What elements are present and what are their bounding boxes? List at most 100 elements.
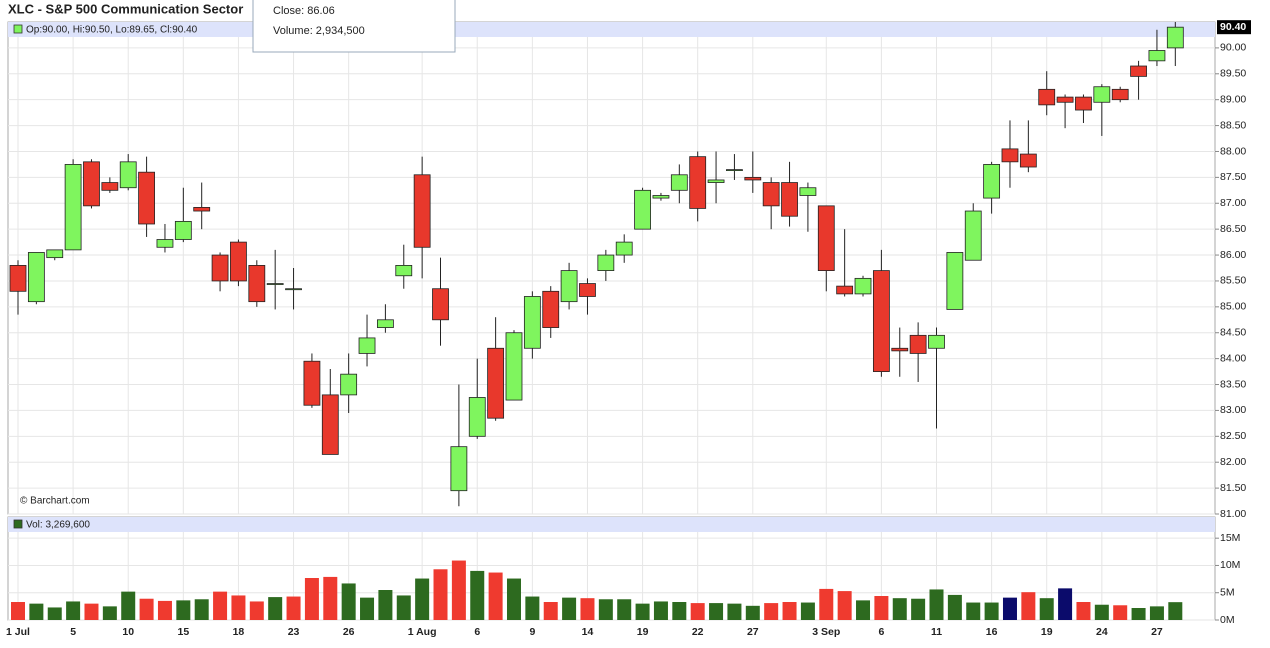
tooltip-line: Close: 86.06 <box>273 5 335 17</box>
y-tick-label: 86.00 <box>1220 249 1246 261</box>
volume-bar <box>433 569 448 620</box>
volume-bar <box>543 602 558 620</box>
volume-bar <box>378 590 393 620</box>
candle-body <box>744 176 762 181</box>
candle-body <box>211 254 229 282</box>
candle-body <box>817 205 835 271</box>
candle-body <box>726 169 743 172</box>
volume-bar <box>709 603 724 620</box>
volume-bar <box>157 600 172 620</box>
x-tick-label: 22 <box>692 626 704 638</box>
x-tick-label: 19 <box>1041 626 1053 638</box>
volume-bar <box>1113 605 1128 620</box>
tooltip <box>252 0 456 53</box>
candle-body <box>64 164 82 251</box>
volume-bar <box>1002 597 1017 620</box>
x-tick-label: 16 <box>986 626 998 638</box>
x-tick-label: 1 Aug <box>408 626 437 638</box>
x-tick-label: 10 <box>122 626 134 638</box>
volume-bar <box>176 600 191 620</box>
volume-bar <box>764 603 779 620</box>
y-tick-label: 15M <box>1220 532 1240 544</box>
y-tick-label: 88.50 <box>1220 119 1246 131</box>
candle-body <box>46 249 64 259</box>
volume-bar <box>653 601 668 620</box>
candle-body <box>450 446 468 492</box>
candle-body <box>762 182 780 207</box>
y-tick-label: 82.50 <box>1220 430 1246 442</box>
volume-bar <box>323 576 338 620</box>
candle-body <box>928 334 945 349</box>
volume-bar <box>84 603 99 620</box>
last-price-label: 90.40 <box>1220 21 1246 33</box>
volume-bar <box>892 598 907 620</box>
x-tick-label: 1 Jul <box>6 626 30 638</box>
volume-bar <box>194 599 209 620</box>
candle-body <box>560 270 578 303</box>
candle-body <box>1166 26 1184 49</box>
volume-bar <box>1021 592 1036 620</box>
volume-bar <box>1094 604 1109 620</box>
volume-bar <box>231 595 246 620</box>
x-tick-label: 27 <box>1151 626 1163 638</box>
x-tick-label: 27 <box>747 626 759 638</box>
candle-body <box>468 397 486 437</box>
x-tick-label: 6 <box>474 626 480 638</box>
candle-body <box>781 182 798 217</box>
x-tick-label: 19 <box>637 626 649 638</box>
volume-bar <box>506 578 521 620</box>
candle-body <box>119 161 137 189</box>
volume-bar <box>874 596 889 620</box>
volume-bar <box>1076 602 1091 620</box>
candle-body <box>1038 88 1056 106</box>
x-tick-label: 6 <box>878 626 884 638</box>
y-tick-label: 10M <box>1220 559 1240 571</box>
x-tick-label: 3 Sep <box>812 626 840 638</box>
volume-bar <box>213 591 228 620</box>
volume-bar <box>66 601 81 620</box>
candle-body <box>193 207 211 212</box>
volume-bar <box>635 603 650 620</box>
volume-bar <box>598 599 613 620</box>
last-price-badge <box>1217 20 1251 35</box>
candle-body <box>652 195 670 199</box>
volume-bar <box>396 595 411 620</box>
candle-body <box>872 270 890 372</box>
candle-body <box>799 187 817 196</box>
candle-body <box>174 220 192 240</box>
volume-bar <box>488 572 503 620</box>
x-tick-label: 11 <box>931 626 942 638</box>
marks <box>9 22 1184 620</box>
volume-bar <box>268 597 283 620</box>
candle-body <box>27 252 45 303</box>
candle-body <box>9 265 27 292</box>
volume-bar <box>966 602 981 620</box>
y-tick-label: 84.50 <box>1220 327 1246 339</box>
volume-bar <box>1058 588 1073 620</box>
volume-bar <box>929 589 944 620</box>
y-tick-label: 83.00 <box>1220 404 1246 416</box>
candle-body <box>1093 86 1111 103</box>
candle-body <box>523 296 541 349</box>
candle-body <box>1056 96 1074 103</box>
volume-bar <box>121 591 136 620</box>
volume-bar <box>617 599 632 620</box>
candle-body <box>597 254 615 271</box>
candle-body <box>579 283 596 297</box>
candle-body <box>230 241 247 282</box>
y-tick-label: 85.00 <box>1220 301 1246 313</box>
volume-bar <box>672 602 687 620</box>
candle-body <box>634 189 651 230</box>
y-tick-label: 5M <box>1220 587 1235 599</box>
y-tick-label: 82.00 <box>1220 456 1246 468</box>
candle-body <box>707 179 725 183</box>
volume-bar <box>304 578 319 620</box>
volume-bar <box>911 598 926 620</box>
volume-bar <box>249 601 264 620</box>
candle-body <box>83 161 100 207</box>
y-tick-label: 87.50 <box>1220 171 1246 183</box>
y-tick-label: 81.00 <box>1220 508 1246 520</box>
candle-body <box>266 283 284 285</box>
candle-body <box>1019 153 1037 168</box>
